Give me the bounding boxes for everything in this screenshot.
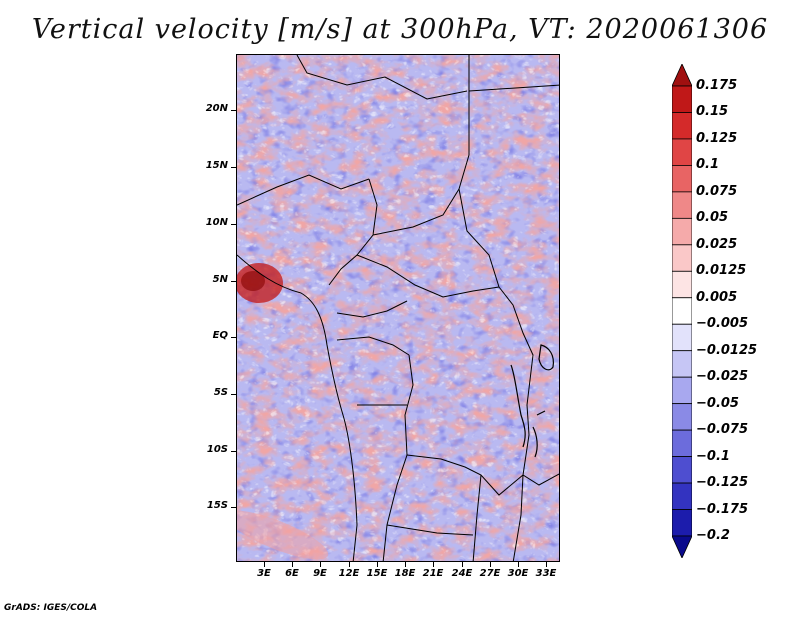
lat-tick	[231, 337, 236, 338]
colorbar-label: 0.025	[696, 236, 738, 252]
colorbar-label: 0.075	[696, 183, 738, 199]
chart-title: Vertical velocity [m/s] at 300hPa, VT: 2…	[31, 14, 769, 45]
colorbar-label: −0.2	[696, 528, 730, 543]
lat-tick	[231, 110, 236, 111]
lat-tick	[231, 167, 236, 168]
lat-label: 15N	[205, 160, 228, 171]
lat-label: 5N	[212, 274, 228, 285]
colorbar-label: 0.1	[696, 157, 720, 173]
footer-credit: GrADS: IGES/COLA	[4, 603, 98, 613]
colorbar-segment	[672, 165, 692, 193]
lon-label: 3E	[257, 568, 271, 579]
lon-label: 12E	[338, 568, 360, 579]
colorbar-label: 0.0125	[696, 263, 747, 279]
colorbar-label: −0.025	[696, 369, 749, 385]
colorbar-segment	[672, 482, 692, 510]
colorbar-label: 0.15	[696, 104, 729, 120]
lon-tick	[462, 562, 463, 567]
colorbar-segment	[672, 297, 692, 325]
lon-label: 30E	[507, 568, 529, 579]
lon-tick	[546, 562, 547, 567]
colorbar-label: −0.175	[696, 501, 749, 517]
lat-label: 20N	[205, 103, 228, 114]
colorbar-label: 0.005	[696, 289, 738, 305]
colorbar-label: −0.005	[696, 316, 749, 332]
velocity-map	[236, 54, 560, 562]
country-borders	[237, 55, 559, 561]
lon-tick	[264, 562, 265, 567]
lon-label: 9E	[313, 568, 327, 579]
colorbar-segment	[672, 191, 692, 219]
lon-tick	[292, 562, 293, 567]
colorbar-segment	[672, 85, 692, 113]
lat-label: 10S	[206, 444, 228, 455]
colorbar-label: −0.125	[696, 475, 749, 491]
colorbar-label: −0.075	[696, 422, 749, 438]
lat-label: 15S	[206, 500, 228, 511]
colorbar-segment	[672, 350, 692, 378]
colorbar-segment	[672, 509, 692, 537]
colorbar-segment	[672, 376, 692, 405]
lon-tick	[349, 562, 350, 567]
lat-tick	[231, 394, 236, 395]
colorbar-segment	[672, 244, 692, 272]
colorbar-label: −0.0125	[696, 342, 758, 358]
lon-tick	[320, 562, 321, 567]
lat-label: EQ	[212, 330, 228, 341]
colorbar-label: 0.175	[696, 78, 738, 93]
colorbar-segment	[672, 456, 692, 484]
map-field	[237, 55, 559, 561]
colorbar-segment	[672, 64, 692, 87]
lat-tick	[231, 281, 236, 282]
lon-tick	[490, 562, 491, 567]
colorbar-label: 0.125	[696, 130, 738, 146]
colorbar-label: 0.05	[696, 210, 729, 226]
colorbar-segment	[672, 429, 692, 457]
lon-label: 21E	[422, 568, 444, 579]
colorbar-label: −0.05	[696, 395, 739, 411]
colorbar-segment	[672, 403, 692, 431]
lon-label: 33E	[535, 568, 557, 579]
colorbar-segment	[672, 112, 692, 140]
lon-label: 27E	[479, 568, 501, 579]
lat-tick	[231, 451, 236, 452]
lat-tick	[231, 224, 236, 225]
colorbar-segment	[672, 217, 692, 246]
colorbar-label: −0.1	[696, 448, 730, 464]
lon-tick	[518, 562, 519, 567]
lon-label: 18E	[394, 568, 416, 579]
lat-label: 5S	[213, 387, 228, 398]
lat-label: 10N	[205, 217, 228, 228]
lon-tick	[377, 562, 378, 567]
colorbar	[672, 64, 692, 558]
colorbar-segment	[672, 138, 692, 166]
colorbar-segment	[672, 270, 692, 299]
lon-label: 15E	[366, 568, 388, 579]
lon-tick	[433, 562, 434, 567]
colorbar-segment	[672, 323, 692, 352]
lon-label: 6E	[285, 568, 299, 579]
lat-tick	[231, 507, 236, 508]
lon-label: 24E	[451, 568, 473, 579]
lon-tick	[405, 562, 406, 567]
lake-outlines	[510, 344, 554, 458]
colorbar-segment	[672, 535, 692, 558]
